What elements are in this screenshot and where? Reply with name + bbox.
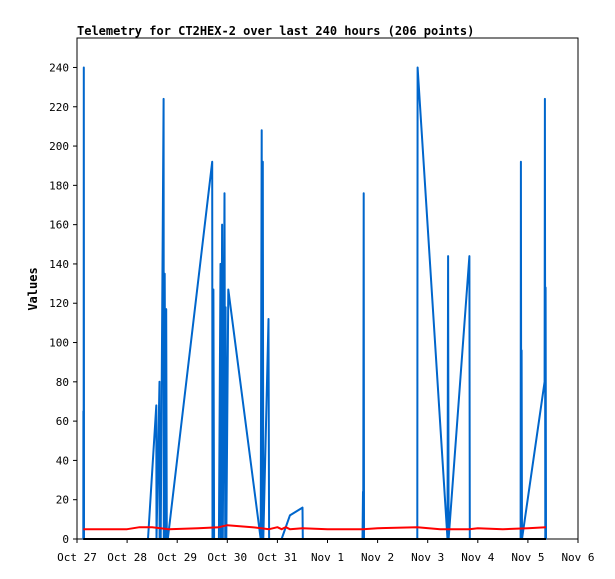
x-tick-label: Nov 2 <box>361 551 394 564</box>
y-tick-label: 40 <box>56 454 69 467</box>
x-tick-label: Oct 28 <box>107 551 147 564</box>
x-tick-label: Oct 27 <box>57 551 97 564</box>
x-tick-label: Nov 1 <box>311 551 344 564</box>
x-tick-label: Nov 5 <box>511 551 544 564</box>
x-axis-ticks: Oct 27 Oct 28 Oct 29 Oct 30 Oct 31 Nov 1 Nov 2… <box>57 539 595 564</box>
y-tick-label: 220 <box>49 101 69 114</box>
y-tick-label: 0 <box>62 533 69 546</box>
y-tick-label: 140 <box>49 258 69 271</box>
y-tick-label: 80 <box>56 376 69 389</box>
y-tick-label: 180 <box>49 179 69 192</box>
x-tick-label: Oct 31 <box>258 551 298 564</box>
y-tick-label: 200 <box>49 140 69 153</box>
chart-title: Telemetry for CT2HEX-2 over last 240 hou… <box>77 24 474 38</box>
y-tick-label: 100 <box>49 337 69 350</box>
y-tick-label: 160 <box>49 219 69 232</box>
series-line-1 <box>83 524 547 531</box>
series-line-0 <box>82 66 547 540</box>
y-axis-ticks: 0 20 40 60 80 100 120 140 160 180 200 220 240 <box>49 61 77 546</box>
y-axis-label: Values <box>26 267 40 310</box>
x-tick-label: Oct 29 <box>157 551 197 564</box>
y-tick-label: 120 <box>49 297 69 310</box>
x-tick-label: Nov 3 <box>411 551 444 564</box>
x-tick-label: Nov 6 <box>561 551 594 564</box>
x-tick-label: Oct 30 <box>207 551 247 564</box>
y-tick-label: 240 <box>49 61 69 74</box>
y-tick-label: 20 <box>56 494 69 507</box>
x-tick-label: Nov 4 <box>461 551 494 564</box>
y-tick-label: 60 <box>56 415 69 428</box>
series-layer <box>82 66 547 540</box>
